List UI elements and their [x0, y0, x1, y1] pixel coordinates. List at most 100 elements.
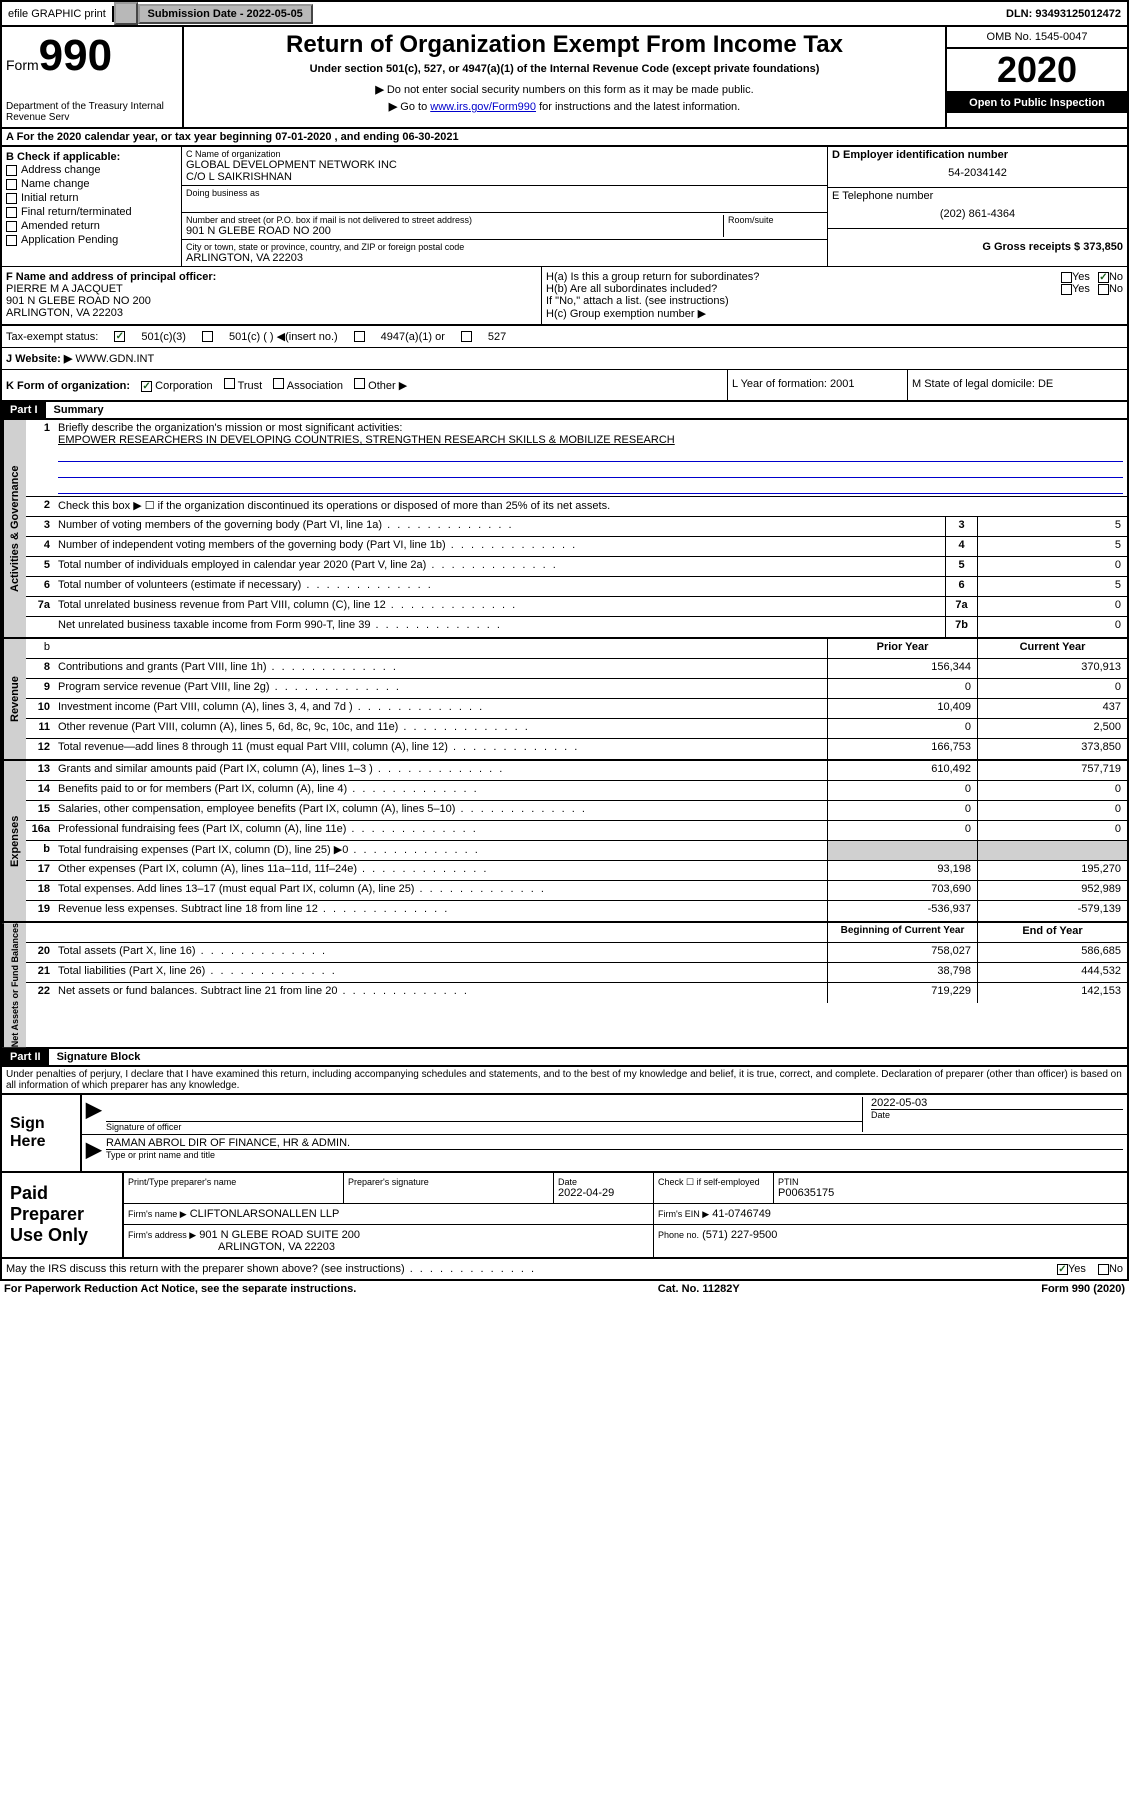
org-co: C/O L SAIKRISHNAN — [186, 171, 823, 183]
current-value: 0 — [977, 679, 1127, 698]
discuss-row: May the IRS discuss this return with the… — [0, 1259, 1129, 1281]
line-value: 5 — [977, 537, 1127, 556]
prior-value: 0 — [827, 679, 977, 698]
line-num: 12 — [26, 739, 54, 759]
line-desc: Grants and similar amounts paid (Part IX… — [54, 761, 827, 780]
footer-right: Form 990 (2020) — [1041, 1283, 1125, 1295]
line-desc: Total unrelated business revenue from Pa… — [54, 597, 945, 616]
addr-label: Number and street (or P.O. box if mail i… — [186, 215, 723, 225]
officer-label: F Name and address of principal officer: — [6, 271, 537, 283]
signer-name: RAMAN ABROL DIR OF FINANCE, HR & ADMIN. — [106, 1137, 1123, 1149]
mission-text: EMPOWER RESEARCHERS IN DEVELOPING COUNTR… — [58, 434, 1123, 446]
line-value: 5 — [977, 577, 1127, 596]
activities-governance-section: Activities & Governance 1 Briefly descri… — [0, 420, 1129, 639]
checkbox-name-change[interactable] — [6, 179, 17, 190]
form-title: Return of Organization Exempt From Incom… — [188, 31, 941, 59]
footer-mid: Cat. No. 11282Y — [658, 1283, 740, 1295]
line-desc: Professional fundraising fees (Part IX, … — [54, 821, 827, 840]
hb-yes-checkbox[interactable] — [1061, 284, 1072, 295]
line-desc: Other expenses (Part IX, column (A), lin… — [54, 861, 827, 880]
checkbox-4947[interactable] — [354, 331, 365, 342]
org-name-label: C Name of organization — [186, 149, 823, 159]
prior-value: 156,344 — [827, 659, 977, 678]
phone-label: E Telephone number — [832, 190, 1123, 202]
line-num: 9 — [26, 679, 54, 698]
dba-label: Doing business as — [186, 188, 823, 198]
firm-ein-label: Firm's EIN ▶ — [658, 1209, 709, 1219]
current-value: -579,139 — [977, 901, 1127, 921]
prior-value: 38,798 — [827, 963, 977, 982]
preparer-date: 2022-04-29 — [558, 1187, 649, 1199]
efile-label: efile GRAPHIC print — [2, 6, 114, 22]
ptin-label: PTIN — [778, 1177, 1123, 1187]
checkbox-other[interactable] — [354, 378, 365, 389]
prior-value: 0 — [827, 781, 977, 800]
tax-exempt-row: Tax-exempt status: 501(c)(3) 501(c) ( ) … — [0, 326, 1129, 348]
checkbox-amended[interactable] — [6, 221, 17, 232]
firm-addr1: 901 N GLEBE ROAD SUITE 200 — [199, 1229, 360, 1241]
discuss-no-checkbox[interactable] — [1098, 1264, 1109, 1275]
line-desc: Net unrelated business taxable income fr… — [54, 617, 945, 637]
form-subtitle: Under section 501(c), 527, or 4947(a)(1)… — [188, 63, 941, 75]
sign-arrow-icon: ▶ — [86, 1097, 106, 1132]
checkbox-501c3[interactable] — [114, 331, 125, 342]
side-label-net: Net Assets or Fund Balances — [2, 923, 26, 1047]
firm-addr2: ARLINGTON, VA 22203 — [128, 1241, 649, 1253]
line-desc: Program service revenue (Part VIII, line… — [54, 679, 827, 698]
preparer-date-label: Date — [558, 1177, 649, 1187]
ein-label: D Employer identification number — [832, 149, 1123, 161]
begin-year-hdr: Beginning of Current Year — [827, 923, 977, 942]
line-desc: Total revenue—add lines 8 through 11 (mu… — [54, 739, 827, 759]
section-l: L Year of formation: 2001 — [727, 370, 907, 400]
footer-left: For Paperwork Reduction Act Notice, see … — [4, 1283, 356, 1295]
org-address: 901 N GLEBE ROAD NO 200 — [186, 225, 723, 237]
line-box: 7b — [945, 617, 977, 637]
section-b: B Check if applicable: Address change Na… — [2, 147, 182, 266]
line-b-marker: b — [26, 639, 54, 658]
checkbox-527[interactable] — [461, 331, 472, 342]
website-row: J Website: ▶ WWW.GDN.INT — [0, 348, 1129, 370]
section-bcdeg: B Check if applicable: Address change Na… — [0, 147, 1129, 266]
checkbox-501c[interactable] — [202, 331, 213, 342]
phone-value: (202) 861-4364 — [832, 202, 1123, 226]
hc-label: H(c) Group exemption number ▶ — [546, 307, 1123, 320]
line-desc: Total number of individuals employed in … — [54, 557, 945, 576]
ha-yes-checkbox[interactable] — [1061, 272, 1072, 283]
checkbox-pending[interactable] — [6, 235, 17, 246]
ha-label: H(a) Is this a group return for subordin… — [546, 271, 1061, 283]
discuss-yes-checkbox[interactable] — [1057, 1264, 1068, 1275]
graphic-print-button[interactable] — [114, 2, 138, 25]
irs-link[interactable]: www.irs.gov/Form990 — [430, 101, 536, 113]
current-value: 370,913 — [977, 659, 1127, 678]
line-desc: Number of voting members of the governin… — [54, 517, 945, 536]
line-box: 4 — [945, 537, 977, 556]
hb-no-checkbox[interactable] — [1098, 284, 1109, 295]
checkbox-address-change[interactable] — [6, 165, 17, 176]
hb-note: If "No," attach a list. (see instruction… — [546, 295, 1123, 307]
section-c: C Name of organization GLOBAL DEVELOPMEN… — [182, 147, 827, 266]
sig-officer-label: Signature of officer — [106, 1121, 862, 1132]
open-to-public: Open to Public Inspection — [947, 93, 1127, 113]
tax-exempt-label: Tax-exempt status: — [6, 331, 98, 343]
officer-addr2: ARLINGTON, VA 22203 — [6, 307, 537, 319]
part2-label: Part II — [2, 1049, 49, 1065]
penalty-text: Under penalties of perjury, I declare th… — [0, 1067, 1129, 1095]
line-desc: Total number of volunteers (estimate if … — [54, 577, 945, 596]
form-label: Form — [6, 57, 39, 73]
checkbox-corporation[interactable] — [141, 381, 152, 392]
checkbox-trust[interactable] — [224, 378, 235, 389]
line-2-num: 2 — [26, 497, 54, 516]
line-num: 21 — [26, 963, 54, 982]
checkbox-association[interactable] — [273, 378, 284, 389]
self-employed-check: Check ☐ if self-employed — [654, 1173, 774, 1203]
line-box: 5 — [945, 557, 977, 576]
current-value: 373,850 — [977, 739, 1127, 759]
ha-no-checkbox[interactable] — [1098, 272, 1109, 283]
line-num: 15 — [26, 801, 54, 820]
checkbox-initial-return[interactable] — [6, 193, 17, 204]
side-label-exp: Expenses — [2, 761, 26, 921]
current-value: 0 — [977, 801, 1127, 820]
checkbox-final-return[interactable] — [6, 207, 17, 218]
firm-phone-label: Phone no. — [658, 1230, 699, 1240]
line-num: 18 — [26, 881, 54, 900]
